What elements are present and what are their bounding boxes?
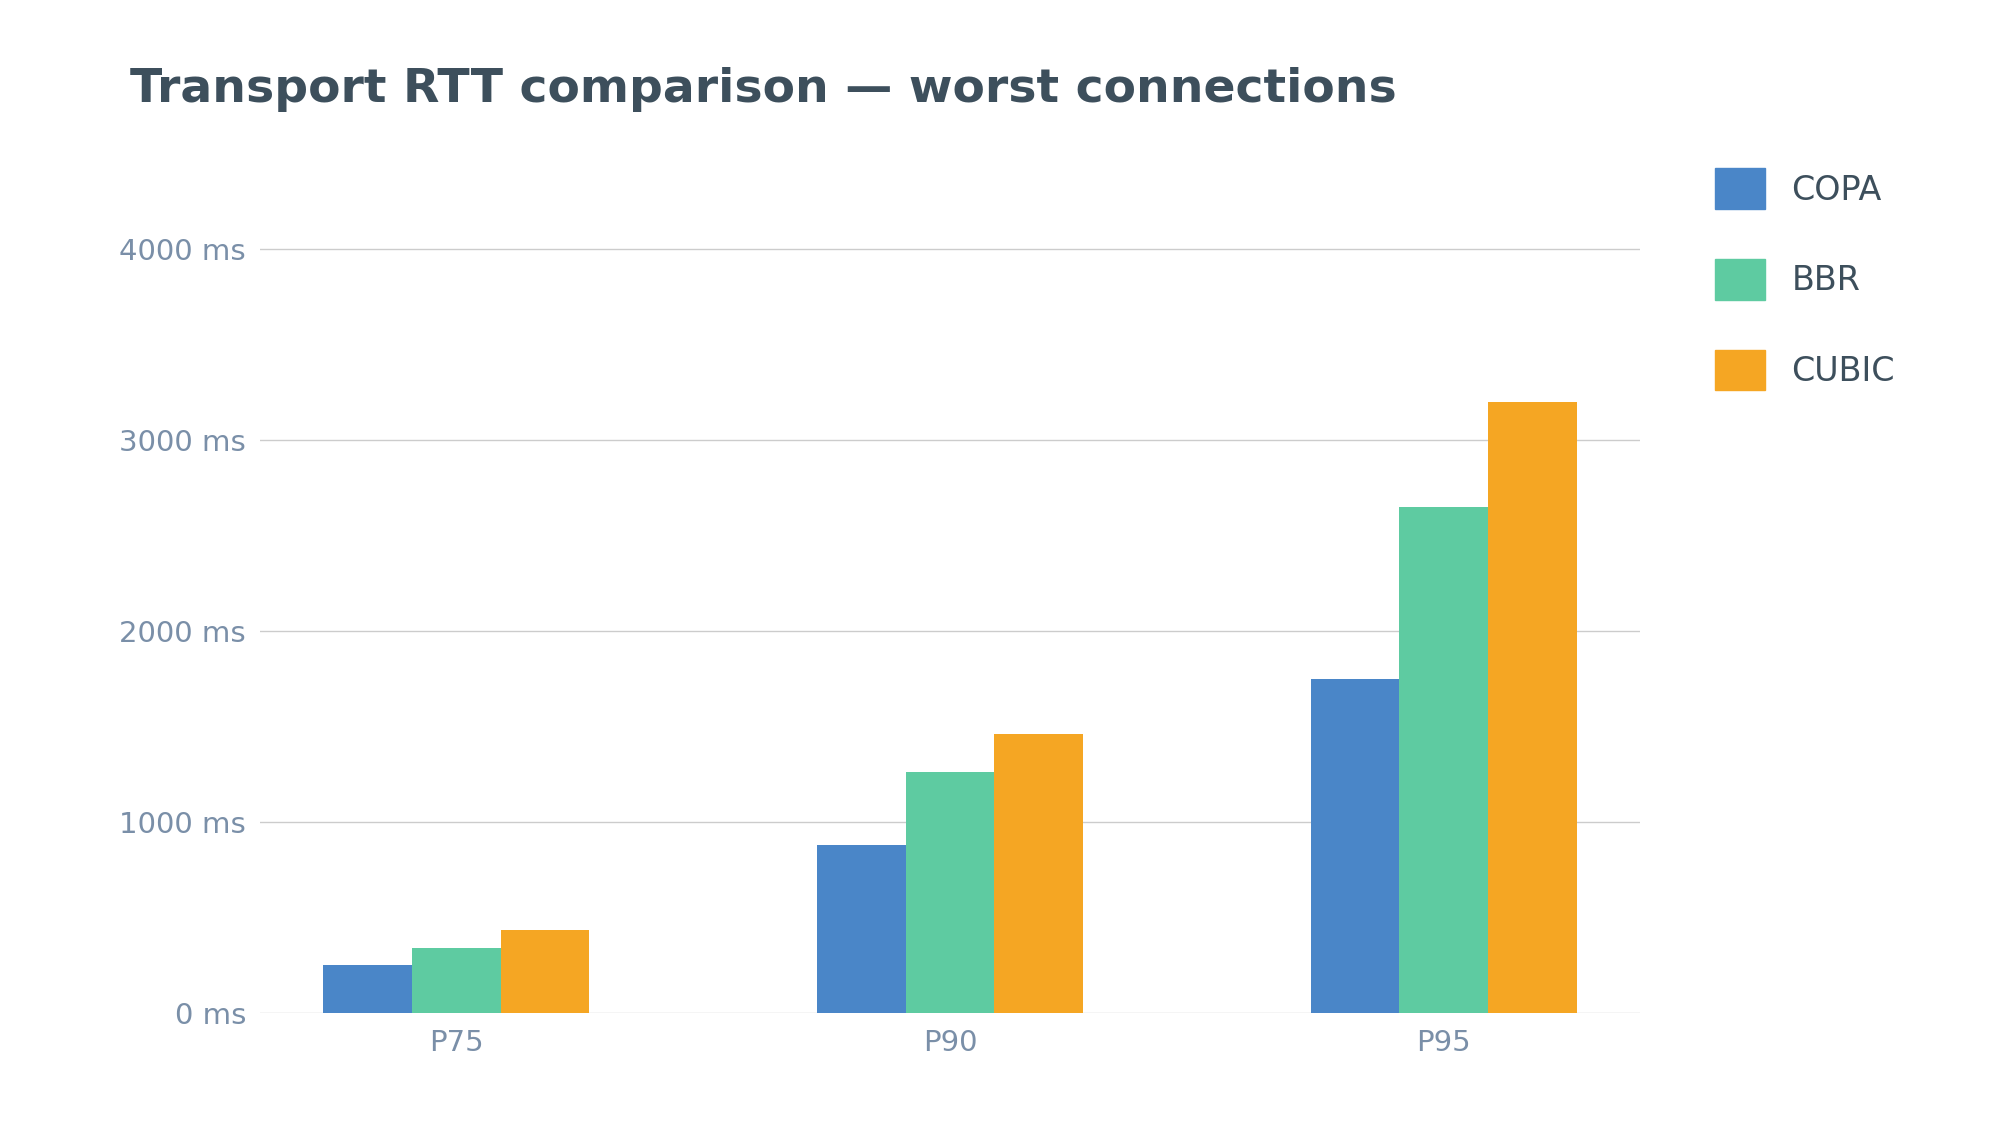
Bar [1400,507,1488,1012]
Text: Transport RTT comparison — worst connections: Transport RTT comparison — worst connect… [130,68,1396,112]
Legend: COPA, BBR, CUBIC: COPA, BBR, CUBIC [1698,152,1912,407]
Bar [1488,402,1578,1012]
Bar [500,930,590,1013]
Bar [412,947,500,1012]
Bar [906,772,994,1013]
Bar [1310,678,1400,1012]
Bar [994,734,1084,1012]
Bar [322,965,412,1012]
Bar [816,845,906,1012]
